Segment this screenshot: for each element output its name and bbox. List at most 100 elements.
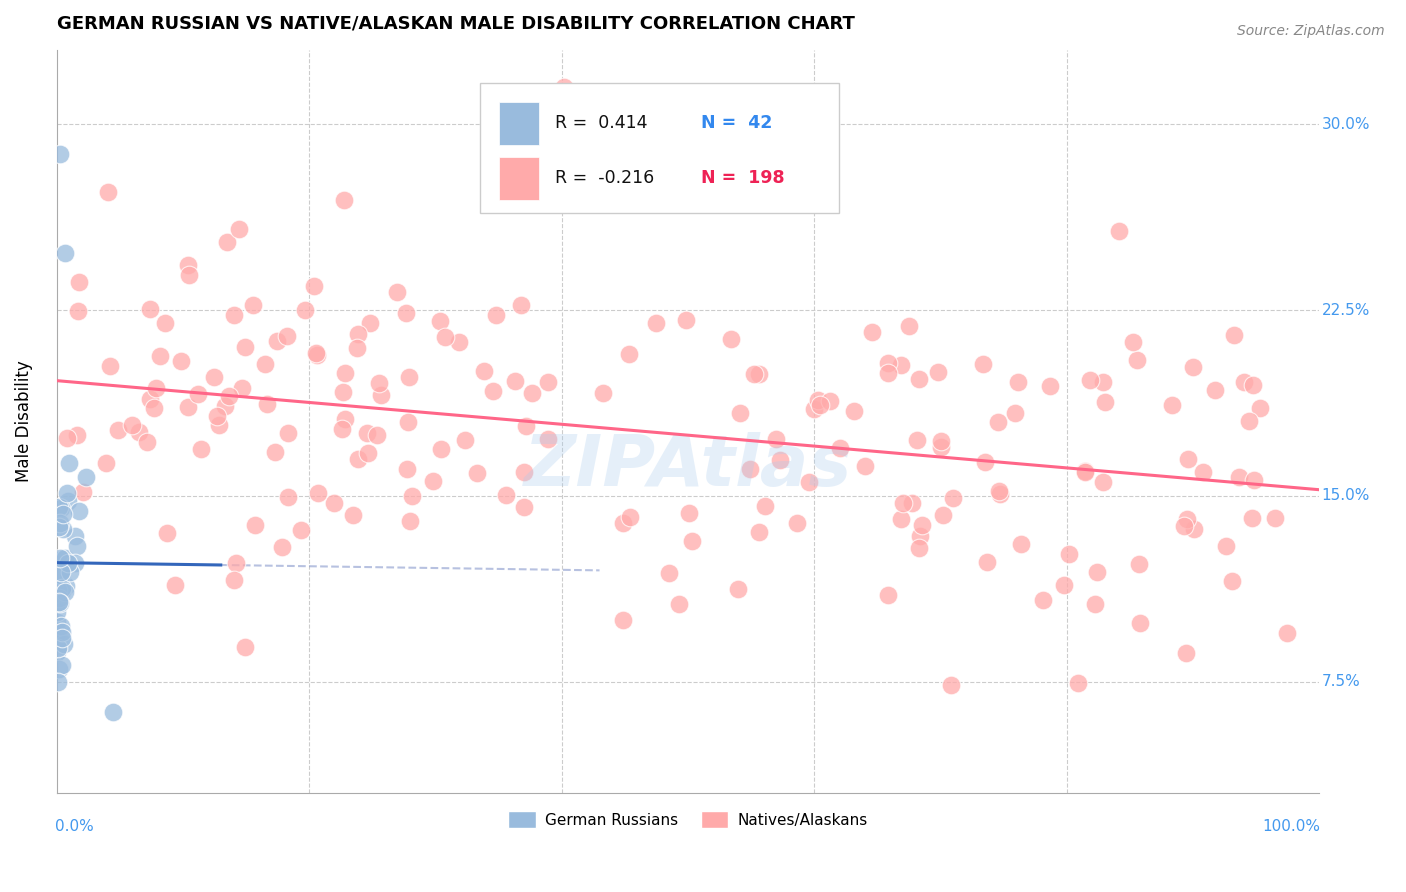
Point — [51, 583, 73, 598]
Point — [139, 392, 162, 406]
Point — [901, 495, 924, 509]
Point — [720, 332, 742, 346]
Point — [897, 318, 920, 333]
Point — [512, 500, 534, 514]
Point — [55, 431, 77, 445]
Point — [75, 470, 97, 484]
Point — [243, 517, 266, 532]
Point — [1220, 574, 1243, 589]
Point — [988, 487, 1011, 501]
Point — [103, 705, 125, 719]
Point — [396, 415, 419, 429]
Point — [842, 404, 865, 418]
Point — [929, 434, 952, 449]
Point — [107, 424, 129, 438]
Point — [202, 369, 225, 384]
Point — [592, 385, 614, 400]
Point — [728, 405, 751, 419]
Point — [56, 556, 79, 570]
Point — [121, 418, 143, 433]
Point — [742, 367, 765, 381]
Point — [52, 637, 75, 651]
Point — [222, 308, 245, 322]
Text: 15.0%: 15.0% — [1322, 489, 1369, 503]
Point — [305, 348, 328, 362]
Point — [370, 387, 392, 401]
Point — [366, 427, 388, 442]
Point — [681, 533, 703, 548]
Point — [176, 259, 198, 273]
Point — [678, 506, 700, 520]
Point — [1177, 512, 1199, 526]
Text: N =  42: N = 42 — [700, 114, 772, 132]
Point — [877, 588, 900, 602]
Text: R =  -0.216: R = -0.216 — [555, 169, 655, 187]
Point — [97, 185, 120, 199]
Point — [266, 334, 288, 349]
Point — [429, 442, 451, 457]
FancyBboxPatch shape — [479, 83, 839, 213]
Point — [46, 615, 69, 629]
Point — [401, 489, 423, 503]
Point — [271, 540, 294, 554]
Point — [893, 495, 915, 509]
Point — [46, 624, 69, 639]
Point — [828, 442, 851, 456]
Legend: German Russians, Natives/Alaskans: German Russians, Natives/Alaskans — [502, 805, 875, 834]
Point — [46, 641, 69, 656]
Point — [56, 486, 79, 500]
Point — [205, 409, 228, 424]
Point — [46, 605, 69, 619]
Point — [1039, 379, 1062, 393]
Point — [333, 411, 356, 425]
Point — [1240, 511, 1263, 525]
Point — [307, 486, 329, 500]
Text: GERMAN RUSSIAN VS NATIVE/ALASKAN MALE DISABILITY CORRELATION CHART: GERMAN RUSSIAN VS NATIVE/ALASKAN MALE DI… — [56, 15, 855, 33]
Point — [890, 358, 912, 372]
Point — [485, 308, 508, 322]
Point — [222, 573, 245, 587]
Point — [53, 585, 76, 599]
Point — [72, 485, 94, 500]
Point — [56, 494, 79, 508]
Point — [495, 488, 517, 502]
Point — [1204, 383, 1226, 397]
Point — [332, 384, 354, 399]
Point — [769, 453, 792, 467]
Point — [537, 433, 560, 447]
Point — [1007, 375, 1029, 389]
Point — [142, 401, 165, 415]
Point — [66, 539, 89, 553]
Point — [276, 329, 298, 343]
Point — [233, 340, 256, 354]
Point — [537, 376, 560, 390]
Point — [49, 596, 72, 610]
Point — [218, 389, 240, 403]
Point — [1175, 646, 1198, 660]
Point — [765, 432, 787, 446]
Point — [51, 624, 73, 639]
Point — [51, 568, 73, 582]
Y-axis label: Male Disability: Male Disability — [15, 360, 32, 483]
Point — [513, 465, 536, 479]
Point — [387, 285, 409, 299]
Point — [398, 514, 420, 528]
Point — [1173, 519, 1195, 533]
Point — [472, 364, 495, 378]
Point — [540, 159, 562, 173]
Point — [51, 581, 73, 595]
Point — [231, 381, 253, 395]
Point — [1010, 537, 1032, 551]
Point — [1229, 470, 1251, 484]
Point — [1092, 475, 1115, 489]
Point — [465, 466, 488, 480]
Point — [1092, 375, 1115, 389]
Text: 30.0%: 30.0% — [1322, 117, 1371, 132]
Point — [347, 452, 370, 467]
Point — [277, 491, 299, 505]
Point — [398, 370, 420, 384]
Point — [727, 582, 749, 596]
Point — [941, 678, 963, 692]
Point — [890, 512, 912, 526]
Point — [225, 557, 247, 571]
